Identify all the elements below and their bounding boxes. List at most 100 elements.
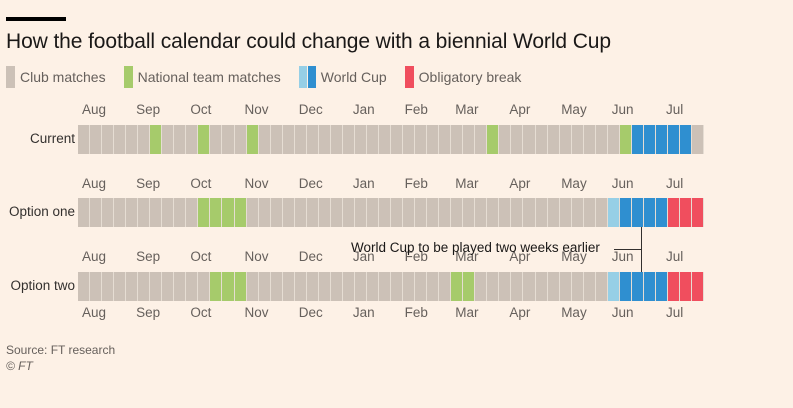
month-tick-label: Apr bbox=[509, 102, 531, 117]
week-cell-club-matches bbox=[499, 198, 512, 227]
week-cell-obligatory-break bbox=[692, 272, 705, 301]
month-tick-label: Oct bbox=[190, 102, 212, 117]
week-cell-world-cup bbox=[680, 125, 693, 154]
month-axis-3-bottom: Aug Sep Oct Nov Dec Jan Feb Mar Apr May Jun Jul bbox=[78, 305, 704, 323]
week-cell-club-matches bbox=[186, 125, 199, 154]
week-cell-club-matches bbox=[90, 272, 103, 301]
week-cell-club-matches bbox=[126, 198, 139, 227]
week-cell-club-matches bbox=[354, 125, 367, 154]
month-tick-label: Aug bbox=[82, 176, 107, 191]
week-cell-club-matches bbox=[366, 198, 379, 227]
week-cell-club-matches bbox=[535, 125, 548, 154]
week-cell-world-cup bbox=[619, 198, 632, 227]
week-cell-club-matches bbox=[415, 272, 428, 301]
month-tick-label: Sep bbox=[136, 102, 161, 117]
week-cell-national-team-matches bbox=[451, 272, 464, 301]
week-cell-club-matches bbox=[547, 198, 560, 227]
week-cell-club-matches bbox=[258, 125, 271, 154]
week-cell-club-matches bbox=[451, 198, 464, 227]
week-cell-national-team-matches bbox=[210, 198, 223, 227]
week-cell-club-matches bbox=[102, 198, 115, 227]
month-tick-label: Feb bbox=[404, 305, 428, 320]
legend-item-break: Obligatory break bbox=[404, 66, 521, 88]
week-cell-club-matches bbox=[523, 125, 536, 154]
week-cell-club-matches bbox=[571, 125, 584, 154]
week-cell-national-team-matches bbox=[234, 272, 247, 301]
week-cell-club-matches bbox=[174, 125, 187, 154]
month-tick-label: Nov bbox=[244, 249, 269, 264]
week-cell-club-matches bbox=[583, 272, 596, 301]
week-cell-club-matches bbox=[547, 272, 560, 301]
week-cell-club-matches bbox=[246, 272, 259, 301]
week-cell-world-cup bbox=[655, 198, 668, 227]
legend-swatch-worldcup-light bbox=[298, 66, 307, 88]
week-cell-world-cup bbox=[655, 272, 668, 301]
week-cell-club-matches bbox=[270, 272, 283, 301]
week-cell-club-matches bbox=[330, 272, 343, 301]
week-cell-club-matches bbox=[511, 272, 524, 301]
week-cell-club-matches bbox=[571, 272, 584, 301]
legend-label-club: Club matches bbox=[20, 69, 106, 85]
month-tick-label: Dec bbox=[298, 102, 323, 117]
week-cell-club-matches bbox=[114, 125, 127, 154]
week-cell-club-matches bbox=[162, 125, 175, 154]
week-cell-club-matches bbox=[427, 198, 440, 227]
week-cell-club-matches bbox=[210, 125, 223, 154]
week-cell-club-matches bbox=[258, 272, 271, 301]
month-tick-label: May bbox=[561, 305, 587, 320]
week-cell-club-matches bbox=[523, 272, 536, 301]
month-axis-2-top: Aug Sep Oct Nov Dec Jan Feb Mar Apr May Jun Jul bbox=[78, 176, 704, 194]
calendar-row-option-one bbox=[78, 198, 705, 227]
week-cell-club-matches bbox=[162, 272, 175, 301]
month-tick-label: Jun bbox=[611, 176, 634, 191]
week-cell-world-cup-light bbox=[607, 272, 620, 301]
week-cell-club-matches bbox=[559, 198, 572, 227]
week-cell-club-matches bbox=[222, 125, 235, 154]
month-tick-label: Apr bbox=[509, 249, 531, 264]
week-cell-world-cup bbox=[655, 125, 668, 154]
week-cell-club-matches bbox=[366, 272, 379, 301]
week-cell-club-matches bbox=[427, 272, 440, 301]
week-cell-club-matches bbox=[306, 272, 319, 301]
week-cell-club-matches bbox=[114, 198, 127, 227]
month-tick-label: Aug bbox=[82, 102, 107, 117]
week-cell-club-matches bbox=[379, 272, 392, 301]
week-cell-club-matches bbox=[114, 272, 127, 301]
week-cell-club-matches bbox=[102, 125, 115, 154]
week-cell-club-matches bbox=[692, 125, 705, 154]
week-cell-club-matches bbox=[282, 198, 295, 227]
week-cell-national-team-matches bbox=[619, 125, 632, 154]
legend-item-worldcup: World Cup bbox=[298, 66, 387, 88]
week-cell-club-matches bbox=[126, 125, 139, 154]
month-tick-label: Jun bbox=[611, 249, 634, 264]
week-cell-obligatory-break bbox=[680, 198, 693, 227]
week-cell-club-matches bbox=[499, 272, 512, 301]
month-tick-label: Nov bbox=[244, 305, 269, 320]
row-label: Option one bbox=[8, 204, 75, 219]
annotation-text: World Cup to be played two weeks earlier bbox=[351, 240, 600, 255]
week-cell-club-matches bbox=[270, 125, 283, 154]
legend-label-worldcup: World Cup bbox=[320, 69, 387, 85]
week-cell-club-matches bbox=[246, 198, 259, 227]
week-cell-club-matches bbox=[511, 125, 524, 154]
week-cell-club-matches bbox=[282, 125, 295, 154]
month-tick-label: Jul bbox=[665, 176, 684, 191]
month-tick-label: Jan bbox=[352, 305, 375, 320]
week-cell-club-matches bbox=[475, 272, 488, 301]
week-cell-club-matches bbox=[174, 198, 187, 227]
calendar-row-option-two bbox=[78, 272, 705, 301]
month-tick-label: Aug bbox=[82, 249, 107, 264]
week-cell-club-matches bbox=[294, 198, 307, 227]
week-cell-club-matches bbox=[102, 272, 115, 301]
week-cell-club-matches bbox=[186, 198, 199, 227]
week-cell-club-matches bbox=[595, 198, 608, 227]
week-cell-club-matches bbox=[583, 198, 596, 227]
week-cell-world-cup bbox=[619, 272, 632, 301]
legend-item-national: National team matches bbox=[123, 66, 281, 88]
month-tick-label: Mar bbox=[455, 305, 479, 320]
week-cell-club-matches bbox=[318, 198, 331, 227]
week-cell-world-cup bbox=[631, 272, 644, 301]
week-cell-club-matches bbox=[294, 272, 307, 301]
month-tick-label: Oct bbox=[190, 305, 212, 320]
week-cell-club-matches bbox=[439, 198, 452, 227]
